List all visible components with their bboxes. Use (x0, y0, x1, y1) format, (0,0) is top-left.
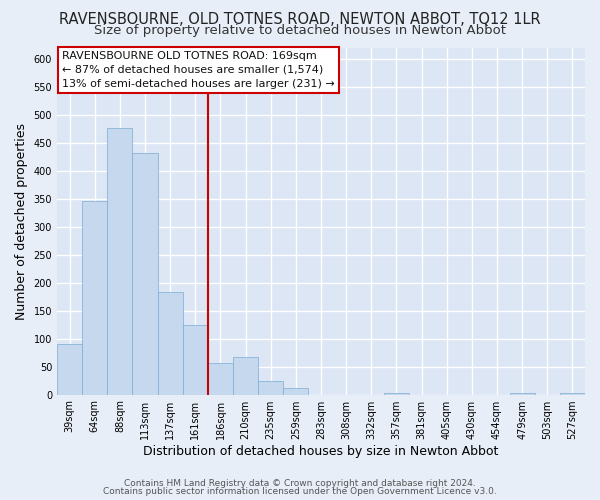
X-axis label: Distribution of detached houses by size in Newton Abbot: Distribution of detached houses by size … (143, 444, 499, 458)
Bar (208, 362, 233, 394)
Text: RAVENSBOURNE, OLD TOTNES ROAD, NEWTON ABBOT, TQ12 1LR: RAVENSBOURNE, OLD TOTNES ROAD, NEWTON AB… (59, 12, 541, 28)
Text: Size of property relative to detached houses in Newton Abbot: Size of property relative to detached ho… (94, 24, 506, 37)
Bar (258, 380, 283, 394)
Bar (509, 393, 535, 394)
Bar (82, 202, 107, 394)
Bar (233, 356, 258, 395)
Bar (158, 292, 183, 394)
Bar (560, 393, 585, 394)
Bar (283, 388, 308, 394)
Bar (57, 344, 82, 395)
Y-axis label: Number of detached properties: Number of detached properties (15, 122, 28, 320)
Text: RAVENSBOURNE OLD TOTNES ROAD: 169sqm
← 87% of detached houses are smaller (1,574: RAVENSBOURNE OLD TOTNES ROAD: 169sqm ← 8… (62, 51, 335, 89)
Text: Contains HM Land Registry data © Crown copyright and database right 2024.: Contains HM Land Registry data © Crown c… (124, 478, 476, 488)
Bar (133, 152, 158, 394)
Bar (183, 324, 208, 394)
Bar (107, 128, 133, 394)
Text: Contains public sector information licensed under the Open Government Licence v3: Contains public sector information licen… (103, 487, 497, 496)
